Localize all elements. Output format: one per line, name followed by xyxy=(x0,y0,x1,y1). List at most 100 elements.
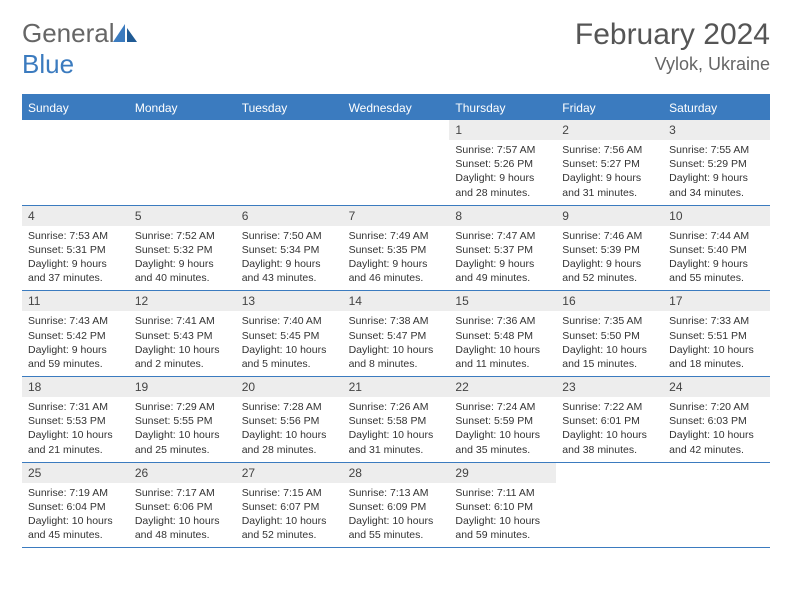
location: Vylok, Ukraine xyxy=(575,54,770,75)
day-cell: 22Sunrise: 7:24 AMSunset: 5:59 PMDayligh… xyxy=(449,377,556,462)
day-details: Sunrise: 7:36 AMSunset: 5:48 PMDaylight:… xyxy=(449,311,556,376)
day-cell: 13Sunrise: 7:40 AMSunset: 5:45 PMDayligh… xyxy=(236,291,343,376)
day-number: 1 xyxy=(449,120,556,140)
day-details: Sunrise: 7:20 AMSunset: 6:03 PMDaylight:… xyxy=(663,397,770,462)
logo-sail-icon xyxy=(113,24,139,42)
day-number: 22 xyxy=(449,377,556,397)
logo-text-gray: General xyxy=(22,18,115,48)
day-details: Sunrise: 7:22 AMSunset: 6:01 PMDaylight:… xyxy=(556,397,663,462)
day-cell: 18Sunrise: 7:31 AMSunset: 5:53 PMDayligh… xyxy=(22,377,129,462)
day-details: Sunrise: 7:24 AMSunset: 5:59 PMDaylight:… xyxy=(449,397,556,462)
day-cell: 26Sunrise: 7:17 AMSunset: 6:06 PMDayligh… xyxy=(129,463,236,548)
day-number: 8 xyxy=(449,206,556,226)
day-number: 28 xyxy=(343,463,450,483)
weekday-label: Tuesday xyxy=(236,96,343,120)
day-details: Sunrise: 7:53 AMSunset: 5:31 PMDaylight:… xyxy=(22,226,129,291)
day-cell: 27Sunrise: 7:15 AMSunset: 6:07 PMDayligh… xyxy=(236,463,343,548)
day-details: Sunrise: 7:52 AMSunset: 5:32 PMDaylight:… xyxy=(129,226,236,291)
day-number: 2 xyxy=(556,120,663,140)
day-cell: 6Sunrise: 7:50 AMSunset: 5:34 PMDaylight… xyxy=(236,206,343,291)
day-number: 23 xyxy=(556,377,663,397)
day-number: 19 xyxy=(129,377,236,397)
day-cell: 11Sunrise: 7:43 AMSunset: 5:42 PMDayligh… xyxy=(22,291,129,376)
day-details: Sunrise: 7:43 AMSunset: 5:42 PMDaylight:… xyxy=(22,311,129,376)
day-details: Sunrise: 7:56 AMSunset: 5:27 PMDaylight:… xyxy=(556,140,663,205)
day-details: Sunrise: 7:35 AMSunset: 5:50 PMDaylight:… xyxy=(556,311,663,376)
day-number: 29 xyxy=(449,463,556,483)
day-cell: 5Sunrise: 7:52 AMSunset: 5:32 PMDaylight… xyxy=(129,206,236,291)
month-title: February 2024 xyxy=(575,18,770,52)
day-details: Sunrise: 7:50 AMSunset: 5:34 PMDaylight:… xyxy=(236,226,343,291)
day-details: Sunrise: 7:26 AMSunset: 5:58 PMDaylight:… xyxy=(343,397,450,462)
day-cell: 23Sunrise: 7:22 AMSunset: 6:01 PMDayligh… xyxy=(556,377,663,462)
day-cell: 9Sunrise: 7:46 AMSunset: 5:39 PMDaylight… xyxy=(556,206,663,291)
logo: General Blue xyxy=(22,18,139,80)
empty-cell xyxy=(236,120,343,205)
day-cell: 29Sunrise: 7:11 AMSunset: 6:10 PMDayligh… xyxy=(449,463,556,548)
day-number: 10 xyxy=(663,206,770,226)
calendar: SundayMondayTuesdayWednesdayThursdayFrid… xyxy=(22,94,770,548)
weekday-header: SundayMondayTuesdayWednesdayThursdayFrid… xyxy=(22,96,770,120)
empty-cell xyxy=(663,463,770,548)
day-cell: 19Sunrise: 7:29 AMSunset: 5:55 PMDayligh… xyxy=(129,377,236,462)
day-details: Sunrise: 7:28 AMSunset: 5:56 PMDaylight:… xyxy=(236,397,343,462)
header: General Blue February 2024 Vylok, Ukrain… xyxy=(22,18,770,80)
week-row: 4Sunrise: 7:53 AMSunset: 5:31 PMDaylight… xyxy=(22,206,770,292)
day-details: Sunrise: 7:41 AMSunset: 5:43 PMDaylight:… xyxy=(129,311,236,376)
day-cell: 16Sunrise: 7:35 AMSunset: 5:50 PMDayligh… xyxy=(556,291,663,376)
day-details: Sunrise: 7:49 AMSunset: 5:35 PMDaylight:… xyxy=(343,226,450,291)
day-cell: 1Sunrise: 7:57 AMSunset: 5:26 PMDaylight… xyxy=(449,120,556,205)
day-cell: 25Sunrise: 7:19 AMSunset: 6:04 PMDayligh… xyxy=(22,463,129,548)
day-details: Sunrise: 7:31 AMSunset: 5:53 PMDaylight:… xyxy=(22,397,129,462)
empty-cell xyxy=(22,120,129,205)
weekday-label: Monday xyxy=(129,96,236,120)
day-number: 20 xyxy=(236,377,343,397)
day-number: 5 xyxy=(129,206,236,226)
day-cell: 24Sunrise: 7:20 AMSunset: 6:03 PMDayligh… xyxy=(663,377,770,462)
day-details: Sunrise: 7:57 AMSunset: 5:26 PMDaylight:… xyxy=(449,140,556,205)
day-number: 16 xyxy=(556,291,663,311)
day-number: 4 xyxy=(22,206,129,226)
title-block: February 2024 Vylok, Ukraine xyxy=(575,18,770,75)
day-cell: 12Sunrise: 7:41 AMSunset: 5:43 PMDayligh… xyxy=(129,291,236,376)
day-details: Sunrise: 7:11 AMSunset: 6:10 PMDaylight:… xyxy=(449,483,556,548)
day-number: 21 xyxy=(343,377,450,397)
day-cell: 7Sunrise: 7:49 AMSunset: 5:35 PMDaylight… xyxy=(343,206,450,291)
day-number: 14 xyxy=(343,291,450,311)
day-number: 12 xyxy=(129,291,236,311)
week-row: 18Sunrise: 7:31 AMSunset: 5:53 PMDayligh… xyxy=(22,377,770,463)
day-number: 7 xyxy=(343,206,450,226)
weekday-label: Wednesday xyxy=(343,96,450,120)
empty-cell xyxy=(129,120,236,205)
day-cell: 17Sunrise: 7:33 AMSunset: 5:51 PMDayligh… xyxy=(663,291,770,376)
day-details: Sunrise: 7:40 AMSunset: 5:45 PMDaylight:… xyxy=(236,311,343,376)
logo-text: General Blue xyxy=(22,18,139,80)
day-details: Sunrise: 7:29 AMSunset: 5:55 PMDaylight:… xyxy=(129,397,236,462)
week-row: 1Sunrise: 7:57 AMSunset: 5:26 PMDaylight… xyxy=(22,120,770,206)
day-details: Sunrise: 7:55 AMSunset: 5:29 PMDaylight:… xyxy=(663,140,770,205)
day-details: Sunrise: 7:46 AMSunset: 5:39 PMDaylight:… xyxy=(556,226,663,291)
day-number: 26 xyxy=(129,463,236,483)
day-number: 25 xyxy=(22,463,129,483)
weekday-label: Saturday xyxy=(663,96,770,120)
weekday-label: Sunday xyxy=(22,96,129,120)
day-cell: 14Sunrise: 7:38 AMSunset: 5:47 PMDayligh… xyxy=(343,291,450,376)
day-number: 15 xyxy=(449,291,556,311)
day-number: 3 xyxy=(663,120,770,140)
day-details: Sunrise: 7:38 AMSunset: 5:47 PMDaylight:… xyxy=(343,311,450,376)
day-number: 27 xyxy=(236,463,343,483)
weekday-label: Friday xyxy=(556,96,663,120)
day-number: 11 xyxy=(22,291,129,311)
day-details: Sunrise: 7:15 AMSunset: 6:07 PMDaylight:… xyxy=(236,483,343,548)
day-details: Sunrise: 7:33 AMSunset: 5:51 PMDaylight:… xyxy=(663,311,770,376)
day-details: Sunrise: 7:47 AMSunset: 5:37 PMDaylight:… xyxy=(449,226,556,291)
day-details: Sunrise: 7:13 AMSunset: 6:09 PMDaylight:… xyxy=(343,483,450,548)
week-row: 25Sunrise: 7:19 AMSunset: 6:04 PMDayligh… xyxy=(22,463,770,549)
day-cell: 4Sunrise: 7:53 AMSunset: 5:31 PMDaylight… xyxy=(22,206,129,291)
day-number: 17 xyxy=(663,291,770,311)
day-cell: 8Sunrise: 7:47 AMSunset: 5:37 PMDaylight… xyxy=(449,206,556,291)
day-number: 24 xyxy=(663,377,770,397)
day-number: 6 xyxy=(236,206,343,226)
day-number: 9 xyxy=(556,206,663,226)
day-details: Sunrise: 7:17 AMSunset: 6:06 PMDaylight:… xyxy=(129,483,236,548)
